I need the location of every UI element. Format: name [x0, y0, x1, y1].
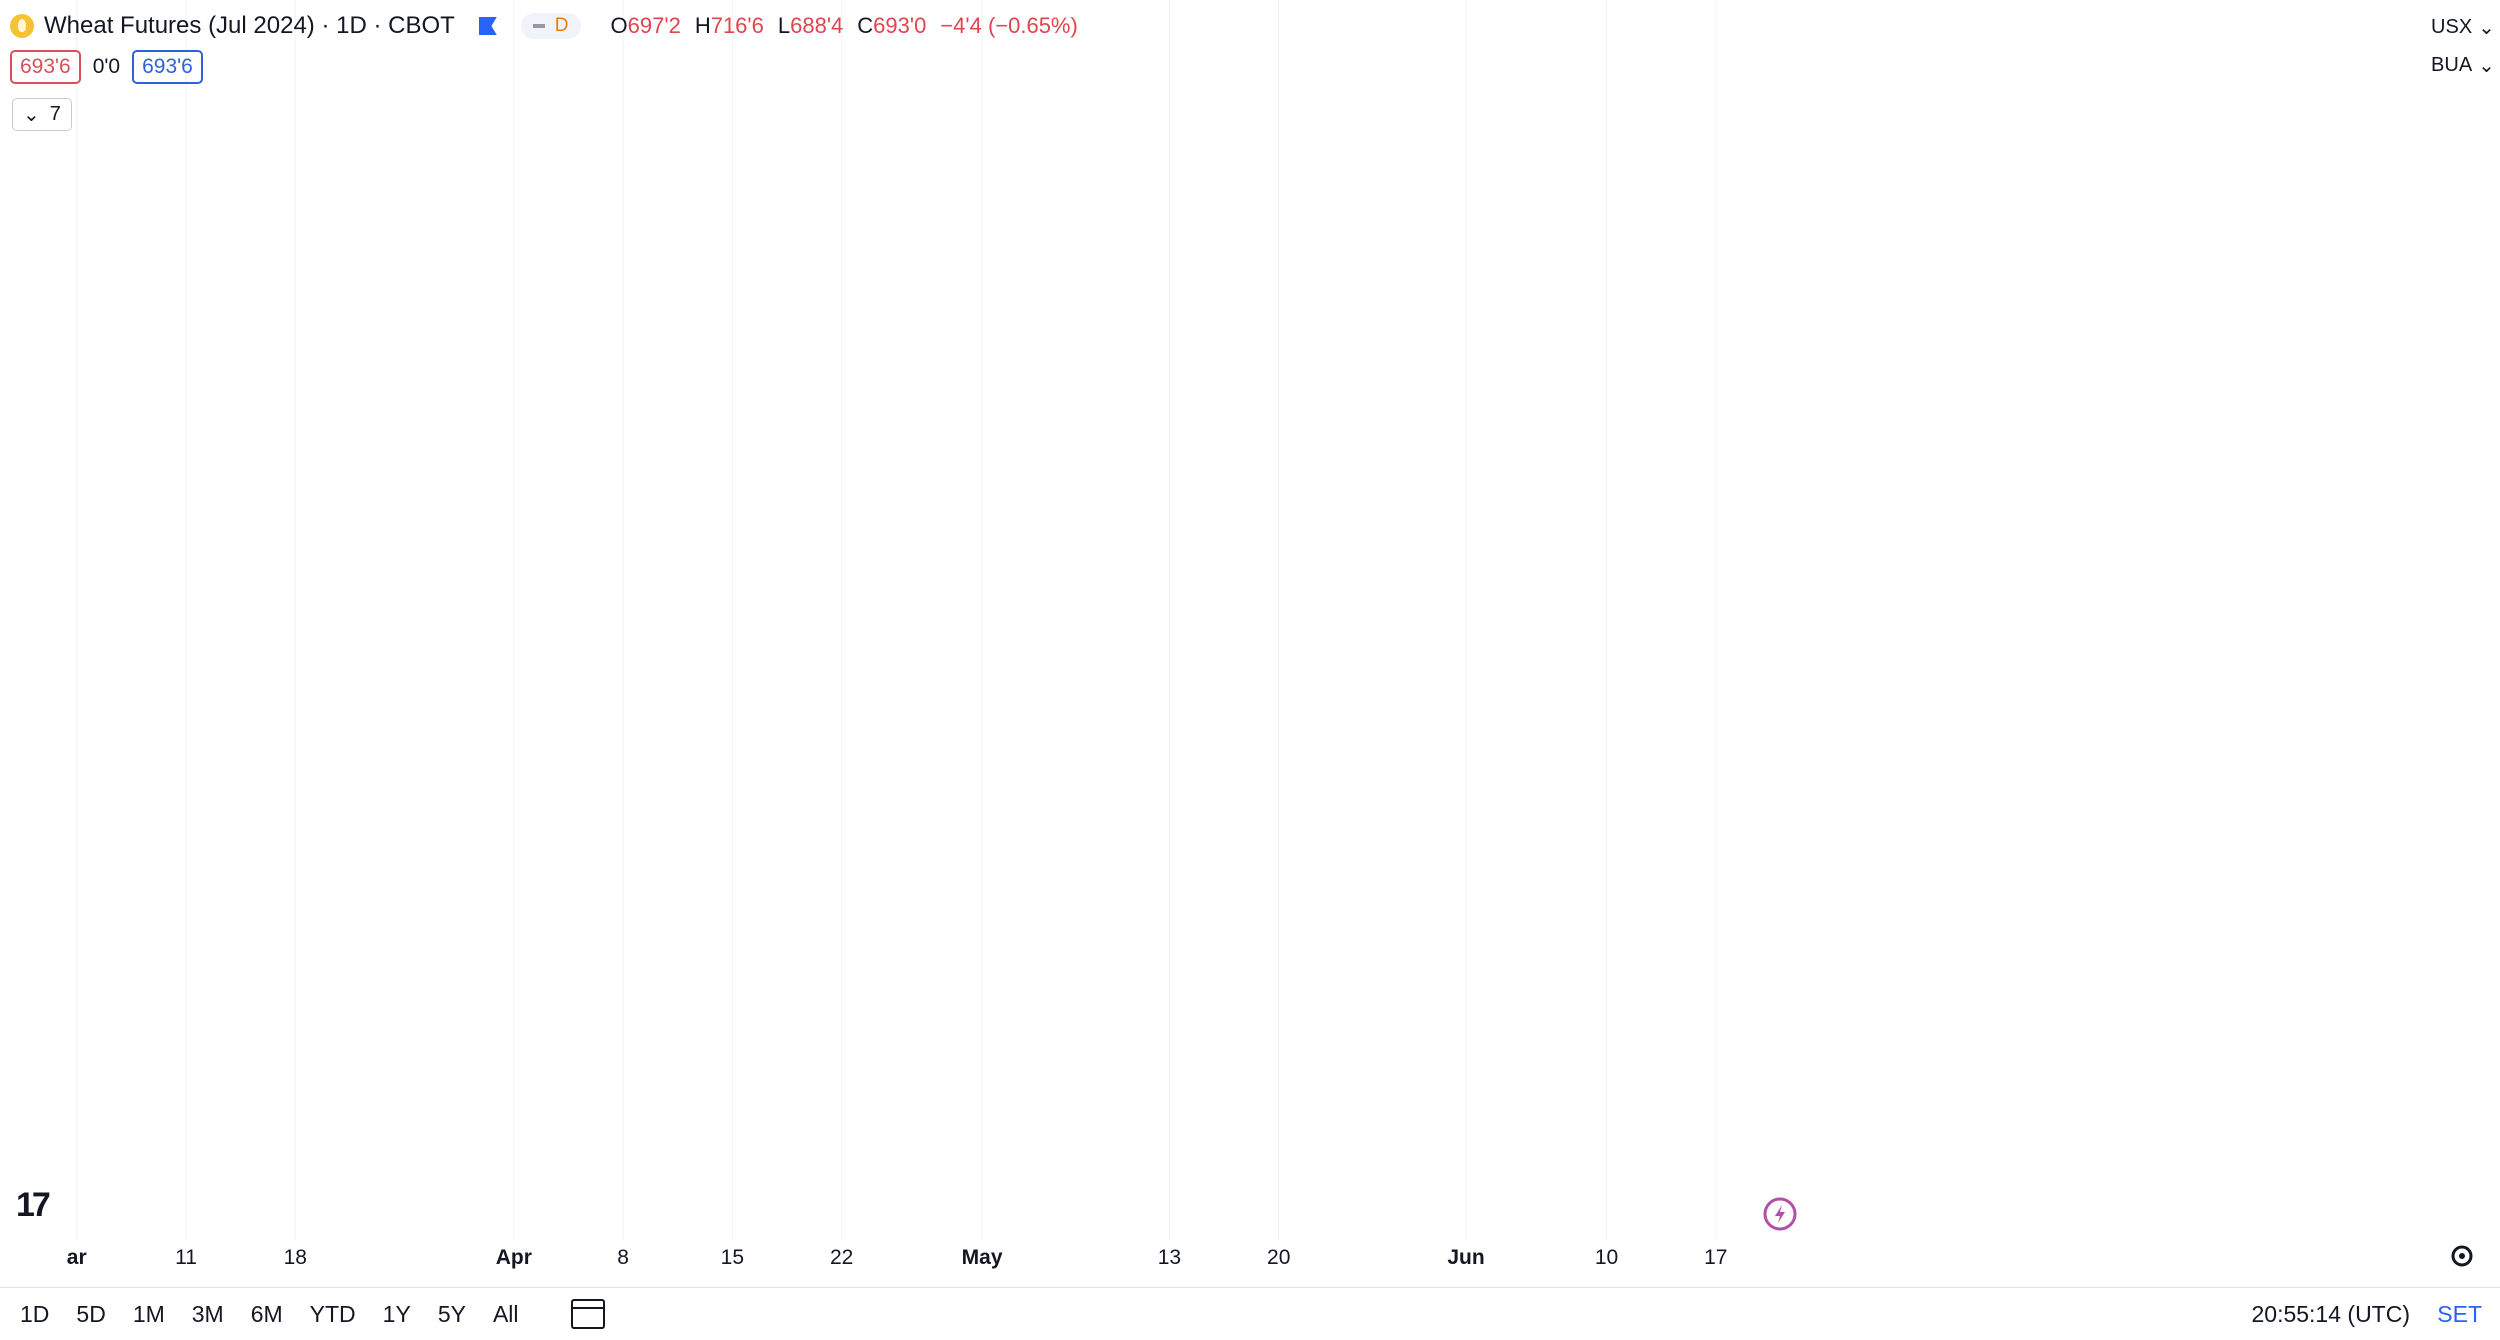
gear-icon[interactable]	[2451, 1245, 2473, 1267]
time-tick-label: 11	[175, 1246, 197, 1269]
currency-label: USX	[2431, 15, 2473, 38]
timeframe-button[interactable]: 5D	[76, 1300, 106, 1327]
sell-price-button[interactable]: 693'6	[10, 50, 81, 84]
bottom-toolbar: 1D 5D 1M 3M 6M YTD 1Y 5Y All 20:55:14 (U…	[0, 1287, 2500, 1340]
data-status-label: D	[554, 15, 569, 36]
time-tick-label: Jun	[1447, 1246, 1484, 1269]
time-tick-label: 13	[1158, 1246, 1181, 1269]
chevron-down-icon: ⌄	[23, 104, 40, 126]
indicator-count: 7	[49, 103, 61, 125]
time-tick-label: 15	[721, 1246, 744, 1269]
grid	[76, 0, 1717, 1240]
spread-value: 0'0	[92, 55, 121, 78]
utc-clock[interactable]: 20:55:14 (UTC)	[2251, 1300, 2410, 1327]
ohlc-value: 693'0	[873, 13, 927, 38]
time-tick-label: 17	[1704, 1246, 1727, 1269]
time-tick-label: 22	[830, 1246, 853, 1269]
chevron-down-icon: ⌄	[2478, 54, 2495, 77]
ohlc-values: O697'2 H716'6 L688'4 C693'0 −4'4 (−0.65%…	[611, 13, 1078, 39]
chevron-down-icon: ⌄	[2478, 16, 2495, 39]
ohlc-key: O	[610, 13, 628, 38]
timeframe-button[interactable]: 1M	[132, 1300, 165, 1327]
timeframe-buttons: 1D 5D 1M 3M 6M YTD 1Y 5Y All	[20, 1301, 519, 1328]
time-tick-label: 10	[1595, 1246, 1618, 1269]
ohlc-key: C	[857, 13, 874, 38]
ohlc-value: 697'2	[627, 13, 681, 38]
symbol-title[interactable]: Wheat Futures (Jul 2024) · 1D · CBOT	[44, 12, 455, 39]
time-tick-label: May	[962, 1246, 1003, 1269]
symbol-header[interactable]: Wheat Futures (Jul 2024) · 1D · CBOT D O…	[10, 6, 1078, 46]
price-change: −4'4 (−0.65%)	[940, 13, 1078, 38]
time-tick-label: 18	[284, 1246, 307, 1269]
unit-select[interactable]: BUA ⌄	[2426, 48, 2500, 82]
minus-icon	[532, 24, 545, 28]
timeframe-button[interactable]: 6M	[250, 1300, 283, 1327]
time-tick-label: 20	[1267, 1246, 1290, 1269]
ohlc-key: H	[694, 13, 711, 38]
currency-select[interactable]: USX ⌄	[2426, 10, 2500, 44]
timeframe-button[interactable]: All	[492, 1300, 519, 1327]
timeframe-button[interactable]: 1Y	[382, 1300, 411, 1327]
tradingview-logo-icon[interactable]: 17	[16, 1186, 51, 1224]
timeframe-button[interactable]: 5Y	[437, 1300, 466, 1327]
time-axis[interactable]: ar 11 18 Apr 8 15 22 May 13 20 Jun 10 17	[67, 1246, 1728, 1269]
time-tick-label: ar	[67, 1246, 87, 1269]
ohlc-key: L	[777, 13, 791, 38]
data-status-pill[interactable]: D	[520, 13, 581, 39]
unit-label: BUA	[2431, 53, 2473, 76]
timeframe-button[interactable]: 3M	[191, 1300, 224, 1327]
timeframe-button[interactable]: 1D	[20, 1300, 50, 1327]
session-button[interactable]: SET	[2437, 1300, 2482, 1327]
flag-icon[interactable]	[478, 17, 497, 35]
ohlc-value: 716'6	[710, 13, 764, 38]
time-tick-label: 8	[617, 1246, 629, 1269]
indicators-toggle[interactable]: ⌄ 7	[12, 98, 72, 131]
calendar-icon[interactable]	[570, 1299, 605, 1329]
wheat-logo-icon	[10, 14, 34, 38]
flash-icon[interactable]	[1763, 1197, 1797, 1231]
buy-price-button[interactable]: 693'6	[132, 50, 203, 84]
time-tick-label: Apr	[496, 1246, 532, 1269]
ohlc-value: 688'4	[790, 13, 844, 38]
timeframe-button[interactable]: YTD	[309, 1300, 356, 1327]
trade-row: 693'6 0'0 693'6	[10, 50, 203, 84]
